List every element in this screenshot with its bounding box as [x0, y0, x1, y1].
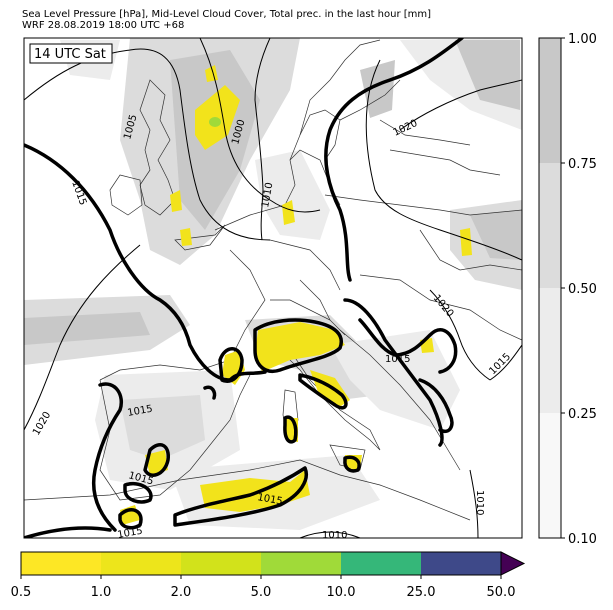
precip-colorbar: 0.5 1.0 2.0 5.0 10.0 25.0 50.0 — [11, 551, 526, 600]
precip-colorbar-tick: 25.0 — [407, 585, 436, 600]
map-area: 1005 1000 1015 1010 1020 1020 1015 1015 … — [24, 38, 522, 541]
precip-colorbar-tick: 5.0 — [251, 585, 272, 600]
isobar-label: 1015 — [127, 404, 154, 419]
isobar-label: 1010 — [260, 182, 275, 209]
precip-colorbar-tick: 50.0 — [487, 585, 516, 600]
cloud-colorbar-segment — [539, 163, 561, 288]
precip-colorbar-segment — [341, 552, 421, 575]
cloud-colorbar-tick: 0.50 — [568, 282, 597, 297]
time-label-text: 14 UTC Sat — [34, 47, 106, 62]
map-title-line2: WRF 28.08.2019 18:00 UTC +68 — [22, 20, 185, 31]
precip-colorbar-segment — [181, 552, 261, 575]
map-frame — [23, 37, 523, 539]
cloud-colorbar-segment — [539, 38, 561, 163]
isobar-label: 1010 — [474, 490, 485, 515]
cloud-colorbar-tick: 0.75 — [568, 157, 597, 172]
precip-colorbar-segment — [261, 552, 341, 575]
thick-isobar-layer — [24, 38, 464, 538]
precip-colorbar-segment — [21, 552, 101, 575]
time-label: 14 UTC Sat — [29, 43, 113, 64]
cloud-colorbar-segment — [539, 288, 561, 413]
precip-colorbar-tick: 10.0 — [327, 585, 356, 600]
precip-colorbar-extend — [500, 551, 526, 576]
precip-colorbar-tick: 2.0 — [171, 585, 192, 600]
precip-colorbar-segment — [421, 552, 501, 575]
precip-colorbar-segment — [101, 552, 181, 575]
isobar-label: 1015 — [385, 354, 410, 365]
cloud-colorbar-tick: 0.25 — [568, 407, 597, 422]
map-title-line1: Sea Level Pressure [hPa], Mid-Level Clou… — [22, 9, 432, 20]
cloud-cover-colorbar: 1.00 0.75 0.50 0.25 0.10 — [538, 32, 597, 547]
precip-colorbar-tick: 0.5 — [11, 585, 32, 600]
cloud-colorbar-tick: 1.00 — [568, 32, 597, 47]
isobar-label-layer: 1005 1000 1015 1010 1020 1020 1015 1015 … — [31, 113, 513, 541]
cloud-colorbar-tick: 0.10 — [568, 532, 597, 547]
precip-colorbar-tick: 1.0 — [91, 585, 112, 600]
isobar-label: 1015 — [256, 492, 283, 507]
isobar-label: 1010 — [322, 530, 347, 541]
isobar-label: 1015 — [117, 526, 144, 541]
cloud-colorbar-segment — [539, 413, 561, 538]
